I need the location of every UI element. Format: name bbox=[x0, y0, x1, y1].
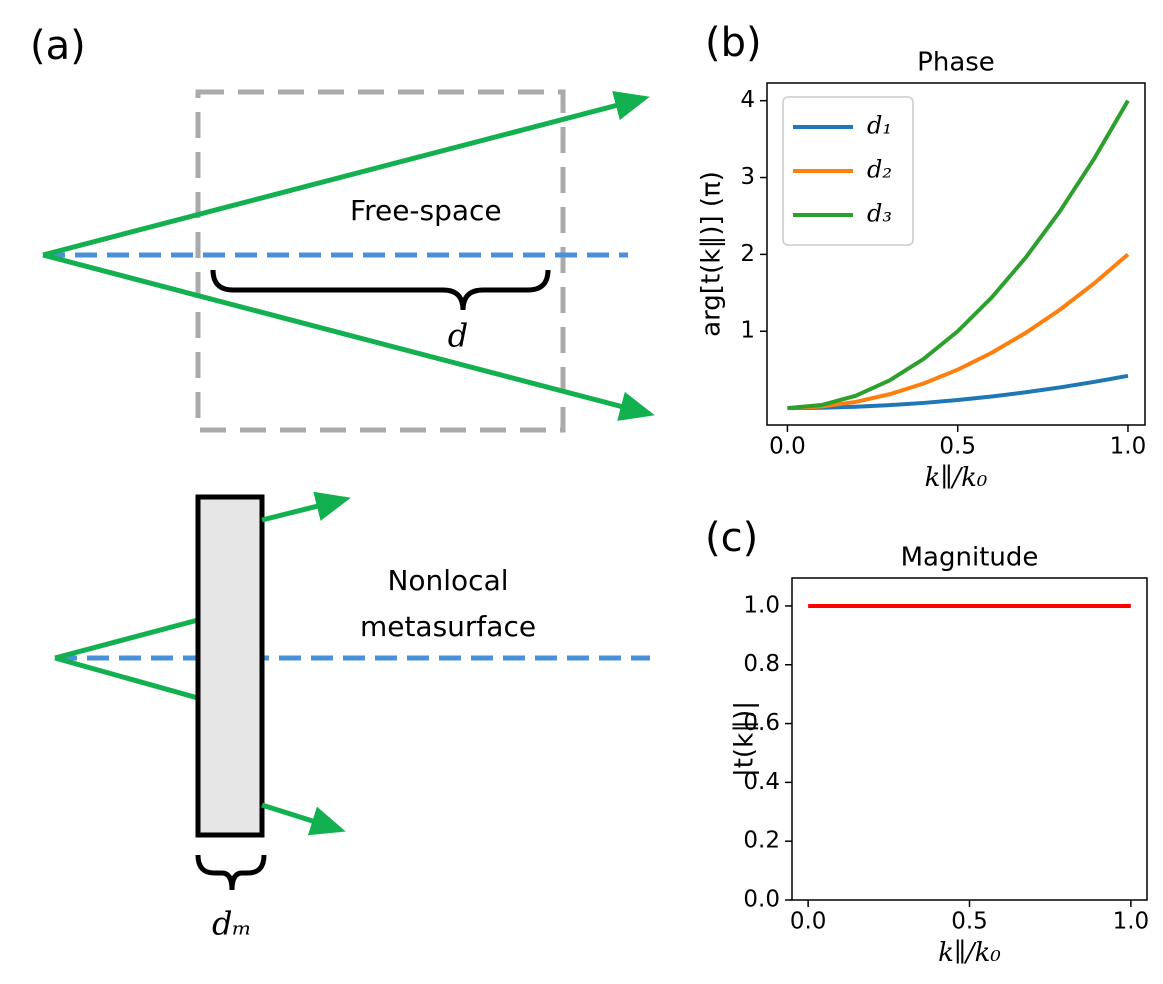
y-tick-label: 0.8 bbox=[743, 651, 780, 677]
y-tick-label: 0.0 bbox=[743, 887, 780, 913]
chart-title: Magnitude bbox=[901, 543, 1039, 573]
y-tick-label: 3 bbox=[740, 164, 755, 190]
x-axis-label: k∥/k₀ bbox=[925, 463, 988, 493]
x-tick-label: 1.0 bbox=[1110, 434, 1147, 460]
legend-label: d₂ bbox=[867, 156, 892, 184]
panel-label: (c) bbox=[705, 515, 758, 561]
x-tick-label: 1.0 bbox=[1113, 909, 1150, 935]
y-tick-label: 1.0 bbox=[743, 592, 780, 618]
length-label: d bbox=[448, 317, 468, 355]
brace bbox=[210, 269, 551, 311]
thickness-label: dₘ bbox=[212, 905, 252, 943]
x-axis-label: k∥/k₀ bbox=[938, 938, 1001, 968]
diagram: (a) Free-space d Nonlocal metasurface dₘ bbox=[30, 23, 655, 943]
ray bbox=[54, 617, 199, 661]
y-tick-label: 1 bbox=[740, 318, 755, 344]
y-tick-label: 0.4 bbox=[743, 769, 780, 795]
free-space-label: Free-space bbox=[350, 194, 502, 227]
metasurface-label: Nonlocal bbox=[387, 564, 508, 597]
ray bbox=[42, 252, 655, 421]
y-tick-label: 0.2 bbox=[743, 828, 780, 854]
plot-frame bbox=[766, 82, 1146, 426]
data-line bbox=[787, 373, 1129, 411]
x-tick-label: 0.0 bbox=[790, 909, 827, 935]
chart-title: Phase bbox=[917, 48, 995, 78]
y-tick-label: 0.6 bbox=[743, 710, 780, 736]
panel-label: (a) bbox=[30, 23, 86, 69]
legend-label: d₁ bbox=[867, 112, 892, 140]
data-line bbox=[787, 252, 1130, 411]
y-tick-label: 2 bbox=[740, 241, 755, 267]
y-axis-label: arg[t(k∥)] (π) bbox=[697, 171, 727, 337]
legend-label: d₃ bbox=[867, 200, 892, 228]
ray bbox=[261, 802, 346, 836]
data-line bbox=[787, 99, 1130, 411]
y-axis-label: |t(k∥)| bbox=[730, 701, 760, 777]
metasurface bbox=[195, 494, 265, 838]
panel-label: (b) bbox=[705, 20, 762, 66]
y-tick-label: 4 bbox=[740, 87, 755, 113]
x-tick-label: 0.0 bbox=[769, 434, 806, 460]
x-tick-label: 0.5 bbox=[951, 909, 988, 935]
brace bbox=[195, 854, 267, 891]
ray bbox=[42, 91, 650, 258]
plot-frame bbox=[791, 577, 1148, 901]
ray bbox=[54, 655, 199, 701]
x-tick-label: 0.5 bbox=[939, 434, 976, 460]
metasurface-label: metasurface bbox=[360, 610, 536, 643]
free-space-box bbox=[195, 89, 566, 433]
ray bbox=[261, 491, 351, 523]
